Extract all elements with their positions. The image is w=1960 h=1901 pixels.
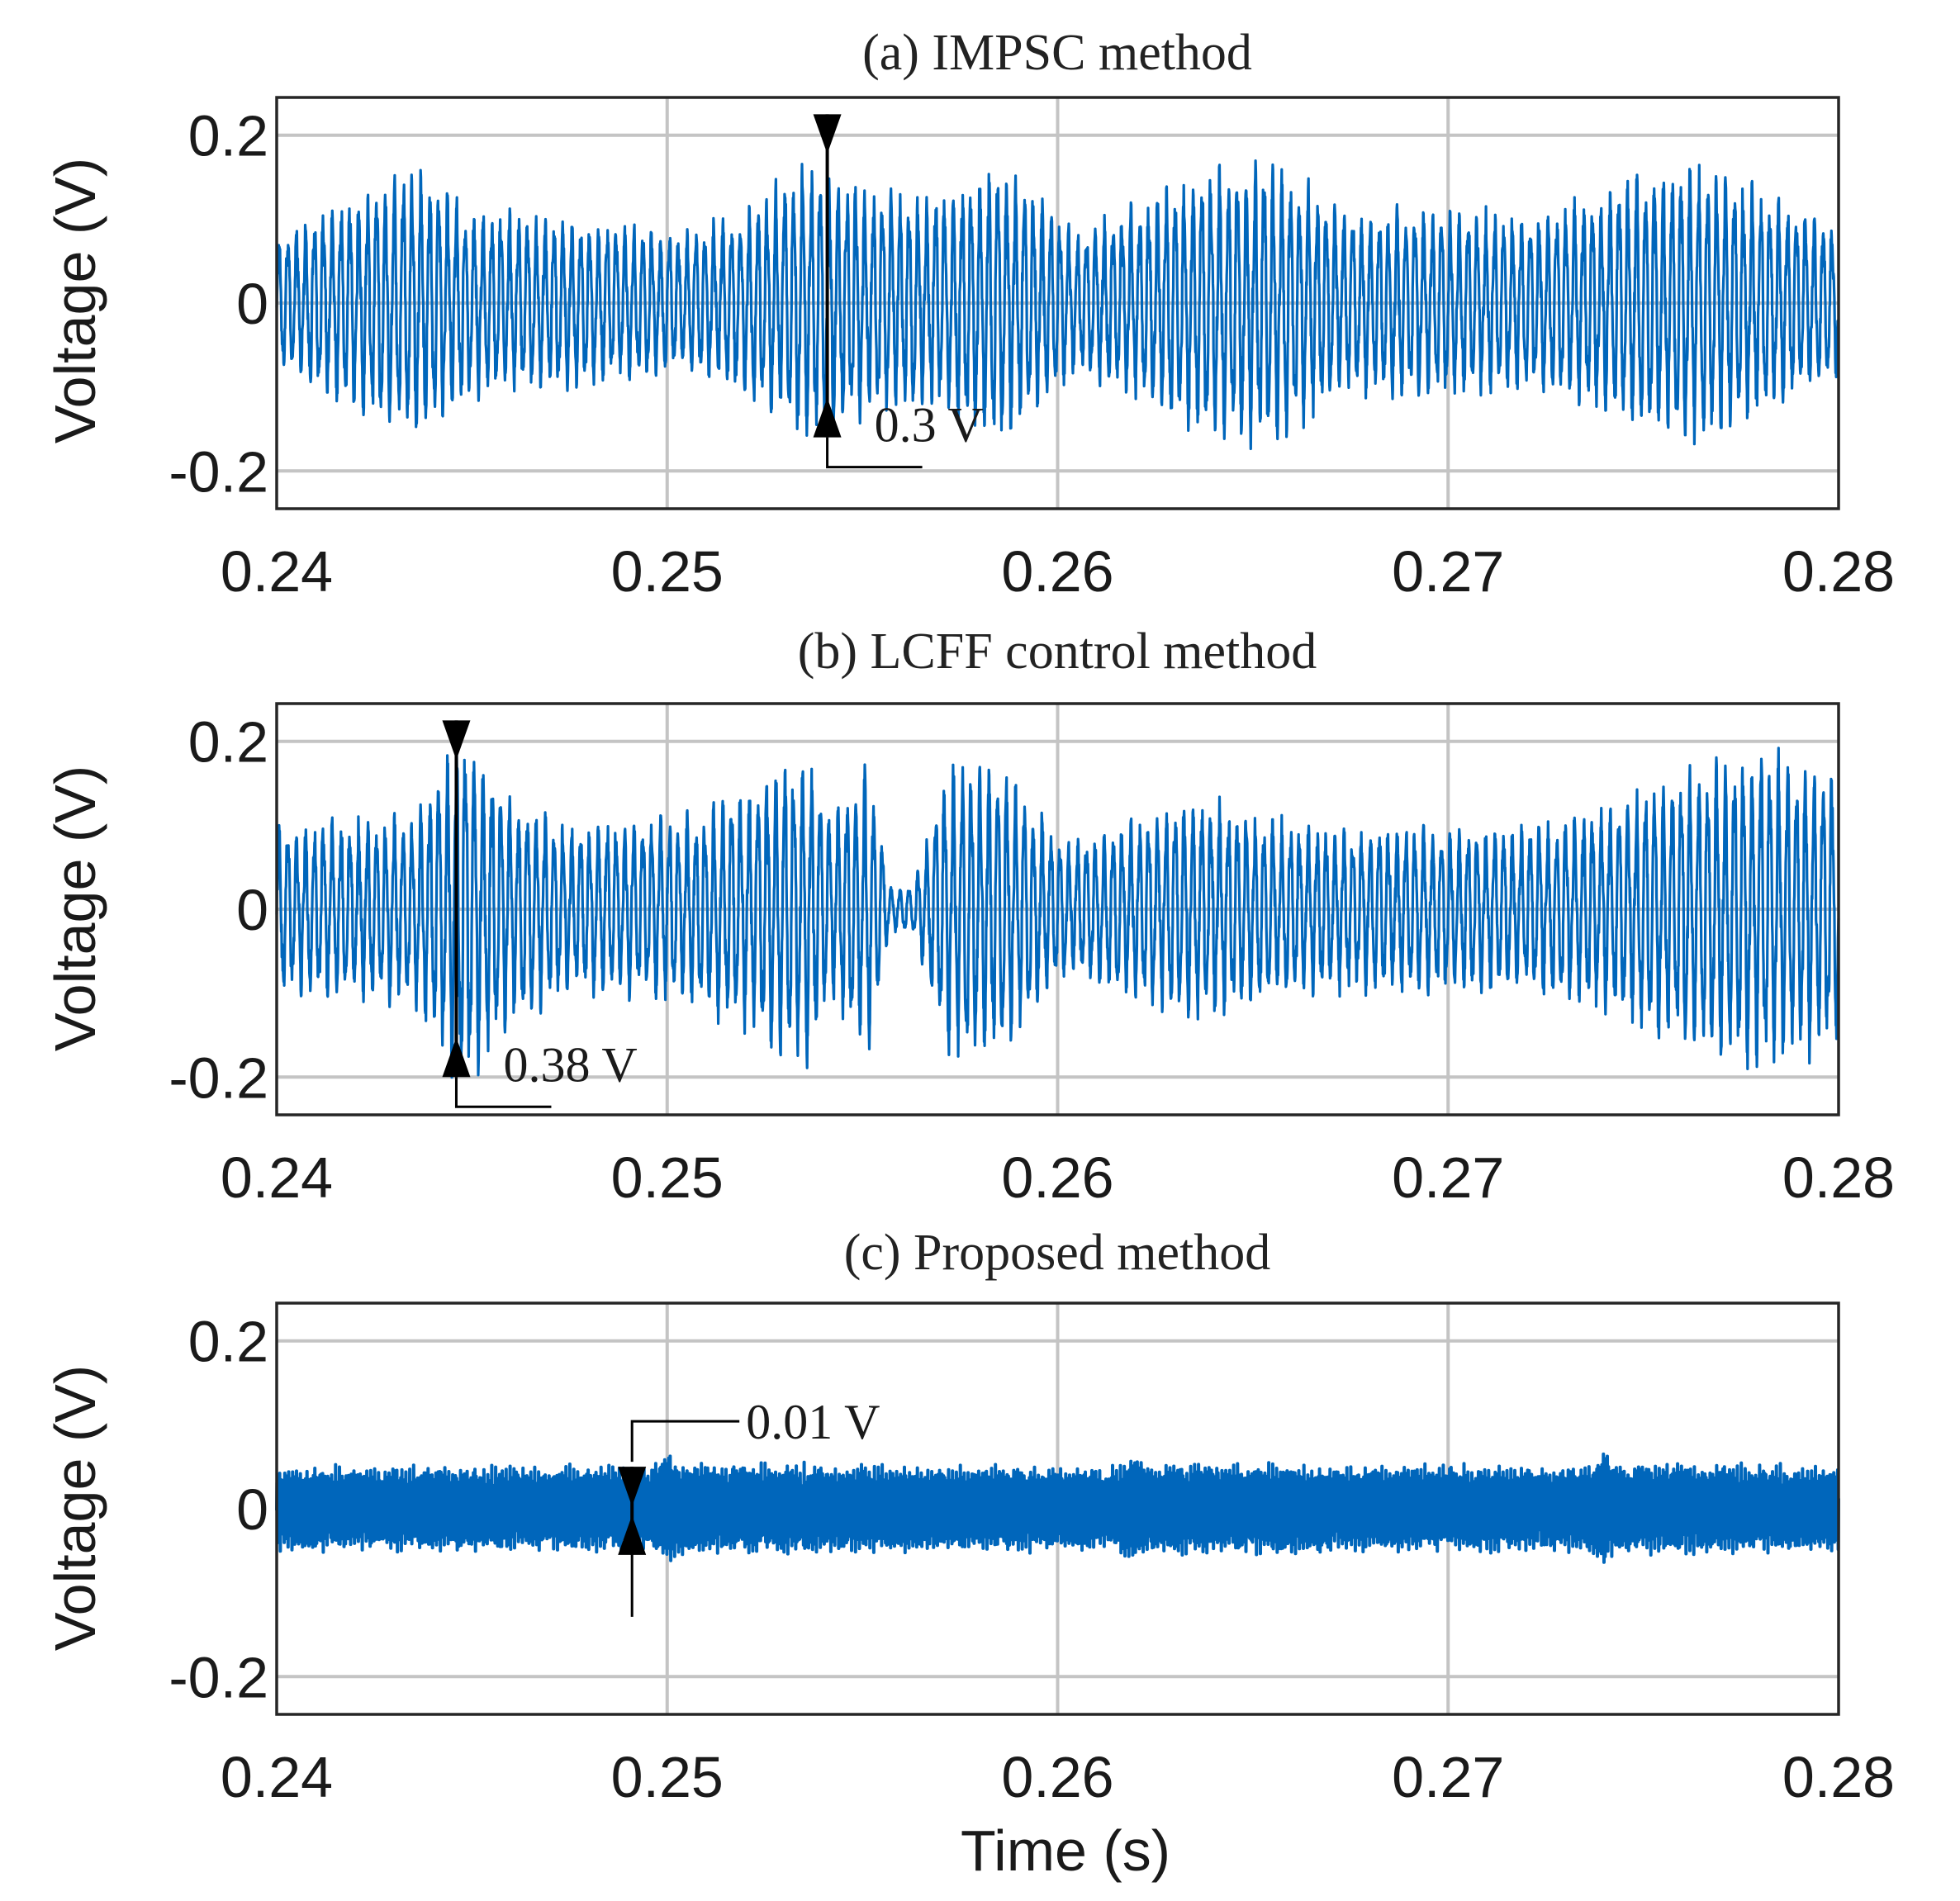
panel-a-x-tick-label: 0.28: [1782, 539, 1895, 604]
panel-c-x-tick-label: 0.25: [611, 1745, 724, 1809]
panel-c-x-tick-label: 0.27: [1392, 1745, 1504, 1809]
panel-c-y-tick-label: 0: [236, 1477, 268, 1542]
panel-a-axes-box: [275, 96, 1840, 510]
panel-b-x-tick-label: 0.27: [1392, 1145, 1504, 1210]
panel-b-x-tick-label: 0.24: [221, 1145, 333, 1210]
panel-a-y-tick-label: 0.2: [188, 104, 268, 168]
panel-c-annotation-leader: [630, 1420, 740, 1462]
panel-b: (b) LCFF control method Voltage (V) 0.24…: [43, 623, 1895, 1210]
panel-a-annotation-label: 0.3 V: [875, 398, 984, 453]
panel-c-annotation-label: 0.01 V: [746, 1395, 880, 1449]
panel-b-y-tick-label: -0.2: [168, 1045, 268, 1110]
panel-c-x-tick-label: 0.26: [1001, 1745, 1113, 1809]
panel-b-annotation-arrow-bottom: [442, 1037, 471, 1078]
panel-a: (a) IMPSC method Voltage (V) 0.24 0.25 0.2…: [43, 25, 1895, 604]
panel-c-x-tick-label: 0.24: [221, 1745, 333, 1809]
panel-c-x-tick-label: 0.28: [1782, 1745, 1895, 1809]
panel-c-title: (c) Proposed method: [844, 1225, 1271, 1281]
panel-a-signal-line: [275, 159, 1840, 451]
panel-c-annotation-arrow-top: [618, 1467, 647, 1507]
panel-b-y-tick-label: 0.2: [188, 710, 268, 775]
panel-b-title: (b) LCFF control method: [798, 623, 1317, 680]
panel-b-x-tick-label: 0.26: [1001, 1145, 1113, 1210]
panel-c: (c) Proposed method Voltage (V) 0.24 0.25…: [43, 1225, 1895, 1809]
panel-b-annotation-leader: [454, 1077, 552, 1108]
panel-a-x-tick-label: 0.24: [221, 539, 333, 604]
x-axis-label: Time (s): [961, 1818, 1170, 1883]
panel-b-x-tick-label: 0.25: [611, 1145, 724, 1210]
panel-a-ylabel: Voltage (V): [43, 158, 107, 443]
panel-a-x-tick-label: 0.26: [1001, 539, 1113, 604]
panel-a-y-tick-label: -0.2: [168, 439, 268, 504]
panel-c-y-tick-label: -0.2: [168, 1645, 268, 1709]
panel-b-annotation-label: 0.38 V: [503, 1037, 637, 1092]
panel-b-ylabel: Voltage (V): [43, 766, 107, 1051]
panel-a-x-tick-label: 0.27: [1392, 539, 1504, 604]
panel-c-annotation-arrow-bottom: [618, 1515, 647, 1555]
panel-c-ylabel: Voltage (V): [43, 1365, 107, 1651]
panel-b-x-tick-label: 0.28: [1782, 1145, 1895, 1210]
panel-c-y-tick-label: 0.2: [188, 1310, 268, 1374]
panel-b-annotation-arrow-top: [442, 720, 471, 761]
panel-a-annotation-leader: [826, 437, 923, 469]
panel-a-annotation-arrow-bottom: [813, 397, 842, 438]
panel-b-axes-box: [275, 702, 1840, 1116]
panel-a-title: (a) IMPSC method: [862, 25, 1252, 81]
panel-a-x-tick-label: 0.25: [611, 539, 724, 604]
panel-b-signal-line: [275, 740, 1840, 1079]
panel-b-y-tick-label: 0: [236, 878, 268, 942]
panel-a-y-tick-label: 0: [236, 272, 268, 336]
panel-c-signal-line: [275, 1452, 1840, 1564]
panel-c-plot: 0.24 0.25 0.26 0.27 0.28 0.2 0 -0.2 0.01 V: [168, 1301, 1895, 1809]
panel-c-axes-box: [275, 1301, 1840, 1716]
panel-a-annotation-arrow-top: [813, 114, 842, 154]
panel-a-plot: 0.24 0.25 0.26 0.27 0.28 0.2 0 -0.2 0.3 V: [168, 96, 1895, 604]
panel-b-plot: 0.24 0.25 0.26 0.27 0.28 0.2 0 -0.2 0.38 V: [168, 702, 1895, 1210]
